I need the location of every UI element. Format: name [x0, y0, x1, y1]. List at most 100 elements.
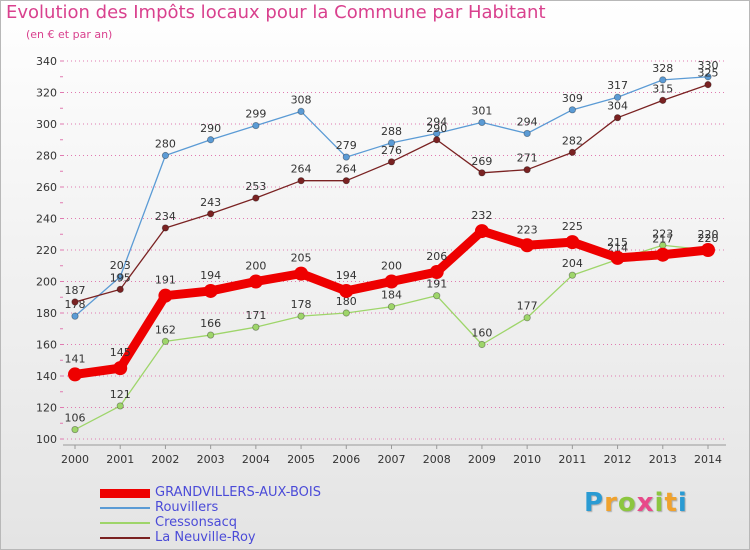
x-tick-label: 2003 [197, 453, 225, 466]
proxiti-logo: Proxiti [584, 488, 688, 518]
data-point [429, 265, 444, 280]
data-point [568, 148, 576, 156]
data-label: 200 [245, 260, 266, 273]
data-point [161, 337, 170, 345]
data-label: 171 [245, 309, 266, 322]
y-tick-label: 260 [36, 181, 57, 194]
data-label: 264 [336, 163, 357, 176]
data-point [655, 247, 670, 262]
data-label: 214 [607, 241, 628, 254]
data-label: 290 [200, 122, 221, 135]
y-tick-label: 320 [36, 87, 57, 100]
data-label: 253 [245, 180, 266, 193]
data-point [252, 121, 260, 130]
data-label: 234 [155, 210, 176, 223]
data-label: 141 [65, 352, 86, 365]
data-label: 299 [245, 108, 266, 121]
data-label: 166 [200, 317, 221, 330]
data-point [342, 177, 350, 185]
x-tick-label: 2004 [242, 453, 270, 466]
data-point [704, 73, 712, 81]
chart-subtitle: (en € et par an) [26, 28, 113, 41]
data-point [613, 93, 622, 101]
data-point [387, 158, 396, 166]
x-tick-label: 2002 [151, 453, 179, 466]
data-point [433, 136, 441, 144]
data-point [294, 266, 309, 281]
x-tick-label: 2006 [332, 453, 360, 466]
y-tick-label: 280 [36, 150, 57, 163]
data-label: 194 [200, 269, 221, 282]
legend-label: Rouvillers [155, 500, 219, 515]
logo-letter: P [584, 488, 605, 518]
data-point [71, 425, 79, 434]
data-point [701, 243, 715, 257]
data-point [478, 340, 486, 349]
data-label: 276 [381, 144, 402, 157]
data-point [161, 224, 170, 232]
data-point [248, 274, 263, 289]
data-point [207, 136, 215, 144]
data-label: 325 [698, 67, 719, 80]
data-point [433, 292, 441, 300]
data-point [297, 107, 305, 116]
data-point [520, 238, 535, 253]
data-point [297, 312, 305, 320]
data-label: 294 [426, 115, 447, 128]
x-tick-label: 2013 [649, 453, 677, 466]
x-tick-label: 2007 [378, 453, 406, 466]
legend-label: La Neuville-Roy [155, 530, 256, 545]
y-tick-label: 140 [36, 370, 57, 383]
x-tick-label: 2011 [558, 453, 586, 466]
data-point [158, 288, 173, 303]
data-point [659, 76, 667, 84]
data-point [252, 194, 260, 202]
y-tick-label: 120 [36, 402, 57, 415]
data-point [384, 274, 399, 289]
data-label: 200 [381, 260, 402, 273]
data-label: 180 [336, 295, 357, 308]
data-point [565, 235, 580, 250]
y-tick-label: 100 [36, 433, 57, 446]
legend-label: GRANDVILLERS-AUX-BOIS [155, 485, 321, 500]
y-tick-label: 220 [36, 244, 57, 257]
data-point [387, 303, 396, 311]
data-point [207, 331, 215, 339]
x-tick-label: 2014 [694, 453, 722, 466]
data-point [387, 139, 396, 147]
logo-letter: o [617, 488, 637, 518]
data-label: 290 [426, 122, 447, 135]
x-tick-label: 2008 [423, 453, 451, 466]
logo-letter: i [654, 488, 665, 518]
data-label: 220 [698, 232, 719, 245]
data-point [113, 361, 128, 376]
data-label: 191 [155, 274, 176, 287]
data-point [252, 323, 260, 331]
data-label: 282 [562, 134, 583, 147]
data-label: 204 [562, 257, 583, 270]
y-tick-label: 300 [36, 118, 57, 131]
logo-letter: t [664, 488, 678, 518]
logo-letter: i [677, 488, 688, 518]
data-point [297, 177, 305, 185]
x-tick-label: 2001 [106, 453, 134, 466]
data-point [68, 367, 82, 382]
data-label: 177 [517, 300, 538, 313]
legend-swatch [100, 507, 150, 509]
data-point [207, 210, 215, 218]
data-label: 288 [381, 125, 402, 138]
data-label: 271 [517, 152, 538, 165]
data-label: 243 [200, 196, 221, 209]
data-label: 269 [471, 155, 492, 168]
logo-letter: r [604, 488, 618, 518]
x-tick-label: 2012 [604, 453, 632, 466]
data-label: 206 [426, 250, 447, 263]
data-label: 330 [698, 59, 719, 72]
data-point [71, 312, 79, 320]
x-tick-label: 2005 [287, 453, 315, 466]
data-point [116, 273, 124, 281]
data-label: 184 [381, 289, 402, 302]
data-label: 220 [698, 228, 719, 241]
data-label: 205 [291, 252, 312, 265]
